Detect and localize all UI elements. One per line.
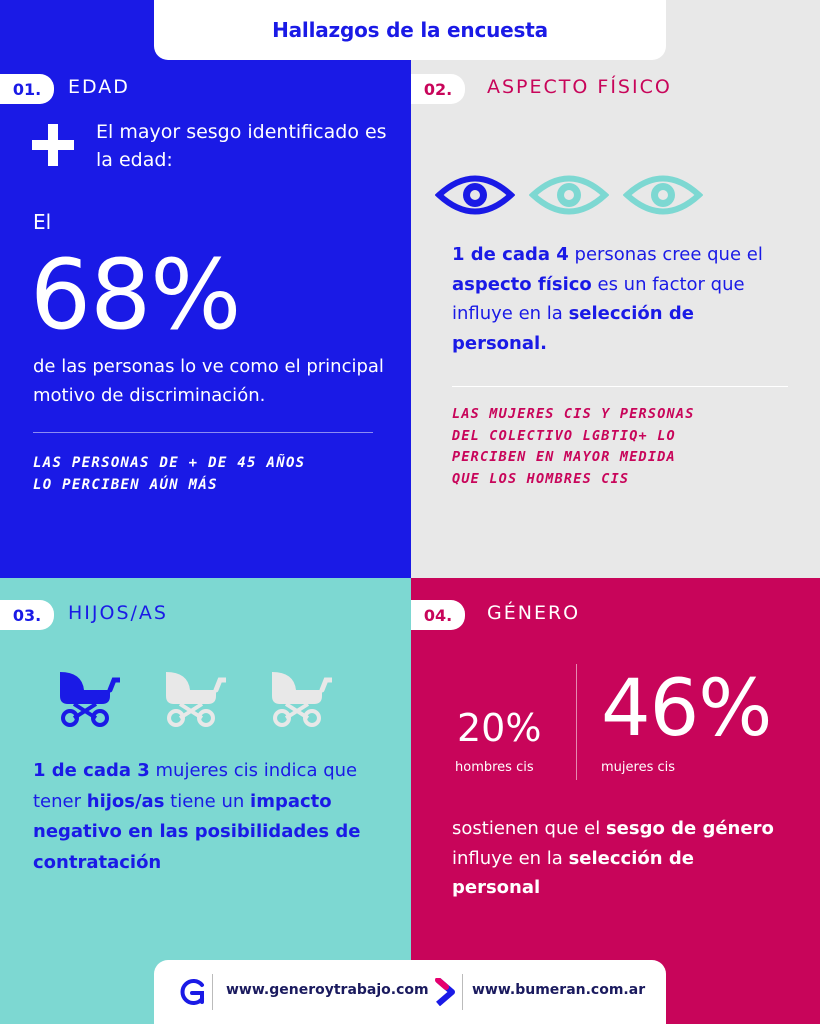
finding-text: 1 de cada 3 mujeres cis indica que tener…: [33, 756, 393, 878]
note-line: QUE LOS HOMBRES CIS: [452, 470, 630, 487]
men-label: hombres cis: [455, 760, 534, 775]
section-number: 03.: [0, 600, 54, 630]
divider: [462, 974, 463, 1010]
finding-text: sostienen que el sesgo de género influye…: [452, 814, 782, 903]
text: influye en la: [452, 847, 569, 869]
section-title: HIJOS/AS: [68, 602, 168, 624]
bold-text: aspecto físico: [452, 273, 592, 295]
bold-text: selección de personal.: [452, 303, 694, 354]
bold-text: 1 de cada 3: [33, 760, 150, 781]
divider: [212, 974, 213, 1010]
women-label: mujeres cis: [601, 760, 676, 775]
note-line: DEL COLECTIVO LGBTIQ+ LO: [452, 427, 676, 444]
text: mujeres cis indica que tener: [33, 760, 358, 812]
text: personas cree que el: [568, 244, 763, 265]
stroller-icon: [272, 672, 332, 727]
eye-icon: [435, 175, 515, 215]
note-text: LAS MUJERES CIS Y PERSONAS DEL COLECTIVO…: [452, 404, 792, 490]
eye-icons: [435, 170, 703, 220]
section-title: ASPECTO FÍSICO: [487, 76, 672, 98]
text: sostienen que el: [452, 818, 606, 839]
note-line: LO PERCIBEN AÚN MÁS: [33, 477, 218, 493]
section-edad: 01. EDAD El mayor sesgo identificado es …: [0, 0, 411, 578]
text: es un factor que influye en la: [452, 273, 745, 325]
plus-icon: [32, 124, 74, 166]
section-title: EDAD: [68, 76, 130, 98]
eye-icon: [623, 175, 703, 215]
finding-text: 1 de cada 4 personas cree que el aspecto…: [452, 240, 792, 358]
section-number: 02.: [411, 74, 465, 104]
bold-text: hijos/as: [86, 790, 165, 812]
note-text: LAS PERSONAS DE + DE 45 AÑOS LO PERCIBEN…: [33, 452, 373, 496]
text: tiene un: [164, 790, 251, 812]
note-line: LAS PERSONAS DE + DE 45 AÑOS: [33, 455, 306, 471]
big-percentage: 68%: [30, 239, 241, 351]
section-number: 04.: [411, 600, 465, 630]
bumeran-logo: [435, 978, 455, 1006]
pre-text: El: [33, 210, 52, 234]
section-title: GÉNERO: [487, 602, 581, 624]
section-genero: 04. GÉNERO 20% hombres cis 46% mujeres c…: [411, 578, 820, 1024]
bold-text: sesgo de género: [605, 818, 774, 839]
generoytrabajo-logo: [180, 979, 204, 1005]
intro-text: El mayor sesgo identificado es la edad:: [96, 121, 387, 171]
men-percentage: 20%: [457, 706, 542, 750]
header-title-box: Hallazgos de la encuesta: [154, 0, 666, 60]
bold-text: impacto negativo en las posibilidades de…: [33, 790, 361, 873]
footer: www.generoytrabajo.com www.bumeran.com.a…: [154, 960, 666, 1024]
women-percentage: 46%: [601, 664, 772, 754]
stroller-icon: [60, 672, 120, 727]
divider: [33, 432, 373, 433]
stroller-icon: [166, 672, 226, 727]
generoytrabajo-link[interactable]: www.generoytrabajo.com: [226, 982, 429, 998]
eye-icon: [529, 175, 609, 215]
bold-text: 1 de cada 4: [452, 244, 569, 265]
note-line: PERCIBEN EN MAYOR MEDIDA: [452, 449, 676, 465]
stroller-icons: [54, 666, 332, 728]
section-number: 01.: [0, 74, 54, 104]
bold-text: selección de personal: [452, 847, 694, 899]
note-line: LAS MUJERES CIS Y PERSONAS: [452, 406, 695, 422]
divider: [576, 664, 577, 780]
section-aspecto-fisico: 02. ASPECTO FÍSICO 1 de cada 4 personas …: [411, 0, 820, 578]
bumeran-link[interactable]: www.bumeran.com.ar: [472, 982, 646, 998]
section-hijos: 03. HIJOS/AS 1 de cada 3 mujeres c: [0, 578, 411, 1024]
description-text: de las personas lo ve como el principal …: [33, 356, 384, 406]
page-title: Hallazgos de la encuesta: [272, 18, 548, 42]
divider: [452, 386, 788, 387]
